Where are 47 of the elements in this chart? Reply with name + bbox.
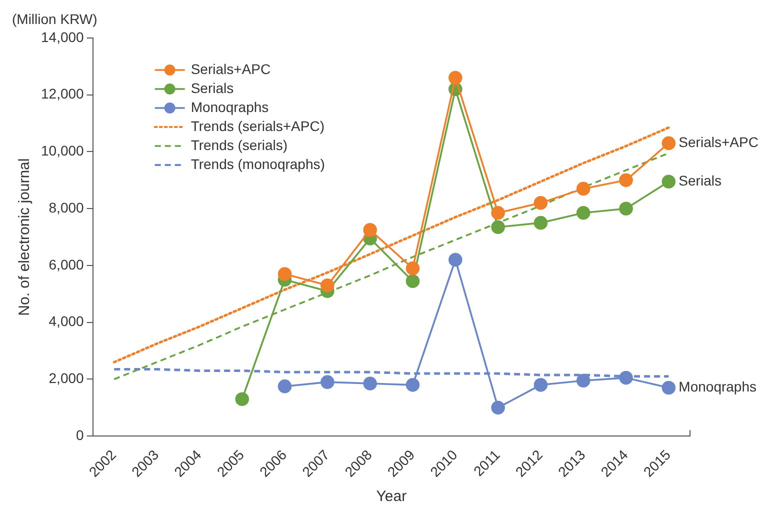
- point: [576, 206, 590, 220]
- point: [448, 70, 462, 85]
- annotation: Monoqraphs: [678, 378, 756, 395]
- y-tick-label: 0: [76, 426, 84, 443]
- point: [448, 252, 462, 267]
- point: [363, 376, 377, 390]
- legend-label: Serials: [190, 80, 234, 96]
- legend-label: Trends (serials): [190, 136, 288, 153]
- point: [491, 400, 505, 415]
- point: [406, 261, 420, 276]
- point: [320, 278, 334, 292]
- point: [406, 274, 420, 288]
- point: [619, 173, 633, 188]
- point: [534, 216, 548, 230]
- legend-label: Monoqraphs: [190, 98, 269, 115]
- y-tick-label: 6,000: [48, 256, 84, 272]
- point: [619, 202, 633, 216]
- point: [235, 392, 250, 406]
- point: [534, 378, 548, 392]
- y-tick-label: 10,000: [40, 142, 84, 159]
- point: [363, 223, 377, 237]
- y-axis-title: No. of electronic journal: [16, 158, 34, 316]
- legend-label: Trends (monoqraphs): [190, 156, 325, 172]
- point: [491, 220, 505, 234]
- text: (Million KRW): [12, 10, 98, 27]
- point: [662, 380, 676, 395]
- point: [320, 375, 334, 389]
- legend-label: Trends (serials+APC): [190, 118, 325, 134]
- y-tick-label: 12,000: [40, 86, 84, 102]
- point: [491, 206, 505, 220]
- annotation: Serials: [678, 172, 722, 188]
- point: [406, 378, 420, 392]
- y-tick-label: 14,000: [40, 28, 84, 45]
- y-tick-label: 4,000: [48, 313, 84, 330]
- point: [576, 182, 590, 196]
- point: [576, 374, 590, 388]
- legend-label: Serials+APC: [190, 60, 271, 77]
- point: [662, 174, 676, 188]
- point: [534, 196, 548, 210]
- point: [278, 267, 292, 281]
- point: [278, 379, 292, 394]
- x-axis-title: Year: [376, 488, 407, 506]
- point: [662, 136, 676, 150]
- y-tick-label: 8,000: [48, 199, 84, 216]
- annotation: Serials+APC: [678, 134, 758, 150]
- point: [619, 370, 633, 385]
- y-tick-label: 2,000: [48, 370, 84, 386]
